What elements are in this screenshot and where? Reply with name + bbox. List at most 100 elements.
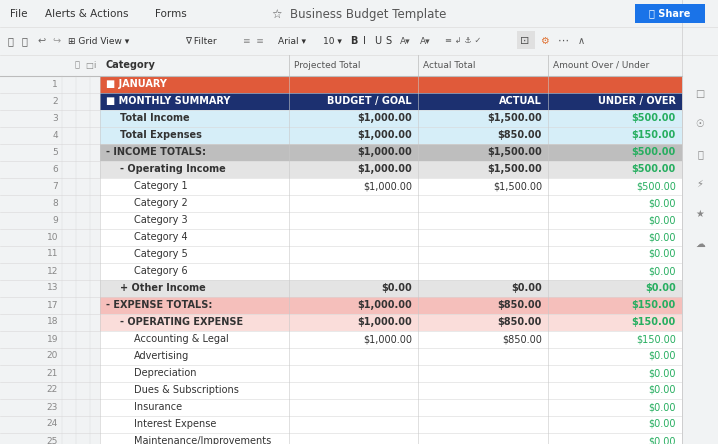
Text: Accounting & Legal: Accounting & Legal — [134, 334, 229, 344]
Bar — [0, 416, 100, 433]
Text: Projected Total: Projected Total — [294, 60, 360, 70]
Text: + Other Income: + Other Income — [120, 283, 206, 293]
Text: $0.00: $0.00 — [648, 232, 676, 242]
Text: 8: 8 — [52, 198, 58, 207]
Bar — [0, 161, 100, 178]
Text: Arial ▾: Arial ▾ — [278, 36, 306, 45]
Text: B: B — [350, 36, 358, 46]
Text: ACTUAL: ACTUAL — [499, 96, 542, 106]
Text: ↪: ↪ — [52, 36, 60, 46]
Text: 24: 24 — [47, 420, 58, 428]
Text: Category 1: Category 1 — [134, 181, 187, 191]
Bar — [0, 314, 100, 331]
Text: 10 ▾: 10 ▾ — [323, 36, 342, 45]
Text: Category 4: Category 4 — [134, 232, 187, 242]
Text: $1,000.00: $1,000.00 — [358, 130, 412, 140]
Text: Dues & Subscriptions: Dues & Subscriptions — [134, 385, 239, 395]
Text: 4: 4 — [52, 131, 58, 139]
Bar — [0, 55, 718, 76]
Text: ⚡: ⚡ — [696, 179, 704, 189]
Bar — [635, 4, 705, 23]
Text: 11: 11 — [47, 250, 58, 258]
Text: ⚙: ⚙ — [540, 36, 549, 46]
Text: $1,000.00: $1,000.00 — [358, 147, 412, 157]
Bar — [0, 178, 100, 195]
Bar — [0, 212, 100, 229]
Text: U: U — [374, 36, 381, 46]
Bar — [0, 348, 100, 365]
Text: ☉: ☉ — [696, 119, 704, 129]
Text: ≡ ↲ ⚓ ✓: ≡ ↲ ⚓ ✓ — [445, 36, 481, 45]
Text: ∧: ∧ — [578, 36, 585, 46]
Text: $1,000.00: $1,000.00 — [358, 164, 412, 174]
Text: BUDGET / GOAL: BUDGET / GOAL — [327, 96, 412, 106]
Bar — [0, 76, 100, 444]
Text: 18: 18 — [47, 317, 58, 326]
Bar — [100, 76, 682, 93]
Text: $150.00: $150.00 — [632, 317, 676, 327]
Bar — [100, 229, 682, 246]
Bar — [100, 365, 682, 382]
Text: A▾: A▾ — [400, 36, 411, 45]
Text: 6: 6 — [52, 164, 58, 174]
Bar — [100, 348, 682, 365]
Text: $500.00: $500.00 — [636, 181, 676, 191]
Bar — [100, 246, 682, 263]
Text: Interest Expense: Interest Expense — [134, 419, 216, 429]
Bar — [100, 331, 682, 348]
Text: Maintenance/Improvements: Maintenance/Improvements — [134, 436, 271, 444]
Text: 20: 20 — [47, 352, 58, 361]
Bar — [100, 263, 682, 280]
Text: 🌍: 🌍 — [697, 149, 703, 159]
Text: 5: 5 — [52, 147, 58, 156]
Text: $1,500.00: $1,500.00 — [488, 164, 542, 174]
Text: - EXPENSE TOTALS:: - EXPENSE TOTALS: — [106, 300, 213, 310]
Text: Forms: Forms — [155, 9, 187, 19]
Text: A▾: A▾ — [420, 36, 431, 45]
Text: ␕: ␕ — [75, 60, 80, 70]
Text: Depreciation: Depreciation — [134, 368, 197, 378]
Text: UNDER / OVER: UNDER / OVER — [598, 96, 676, 106]
Bar — [0, 144, 100, 161]
Text: 12: 12 — [47, 266, 58, 275]
Text: □: □ — [85, 60, 93, 70]
Text: 2: 2 — [52, 96, 58, 106]
Text: 10: 10 — [47, 233, 58, 242]
Text: i: i — [93, 60, 95, 70]
Text: $150.00: $150.00 — [636, 334, 676, 344]
Text: I: I — [363, 36, 366, 46]
Text: ★: ★ — [696, 209, 704, 219]
Text: 3: 3 — [52, 114, 58, 123]
Bar — [0, 0, 718, 27]
Bar — [0, 127, 100, 144]
Text: 21: 21 — [47, 369, 58, 377]
Text: ☆  Business Budget Template: ☆ Business Budget Template — [272, 8, 446, 20]
Text: Category 2: Category 2 — [134, 198, 187, 208]
Bar — [100, 212, 682, 229]
Bar — [0, 382, 100, 399]
Text: $0.00: $0.00 — [648, 198, 676, 208]
Text: $1,500.00: $1,500.00 — [488, 147, 542, 157]
Text: $0.00: $0.00 — [648, 436, 676, 444]
Bar — [0, 263, 100, 280]
Bar — [0, 195, 100, 212]
Text: 25: 25 — [47, 436, 58, 444]
Text: $1,000.00: $1,000.00 — [358, 300, 412, 310]
Text: Amount Over / Under: Amount Over / Under — [553, 60, 649, 70]
Text: $0.00: $0.00 — [648, 402, 676, 412]
Text: ≡  ≡: ≡ ≡ — [243, 36, 264, 45]
Text: Category 6: Category 6 — [134, 266, 187, 276]
Text: Alerts & Actions: Alerts & Actions — [45, 9, 129, 19]
Text: $500.00: $500.00 — [632, 147, 676, 157]
Text: Category 3: Category 3 — [134, 215, 187, 225]
Text: ☁: ☁ — [695, 239, 705, 249]
Text: - Operating Income: - Operating Income — [120, 164, 225, 174]
Text: Category: Category — [105, 60, 155, 70]
Text: $0.00: $0.00 — [648, 215, 676, 225]
Text: Total Expenses: Total Expenses — [120, 130, 202, 140]
Bar — [100, 144, 682, 161]
Bar — [0, 246, 100, 263]
Bar — [0, 110, 100, 127]
Text: □: □ — [695, 89, 704, 99]
Text: File: File — [10, 9, 27, 19]
